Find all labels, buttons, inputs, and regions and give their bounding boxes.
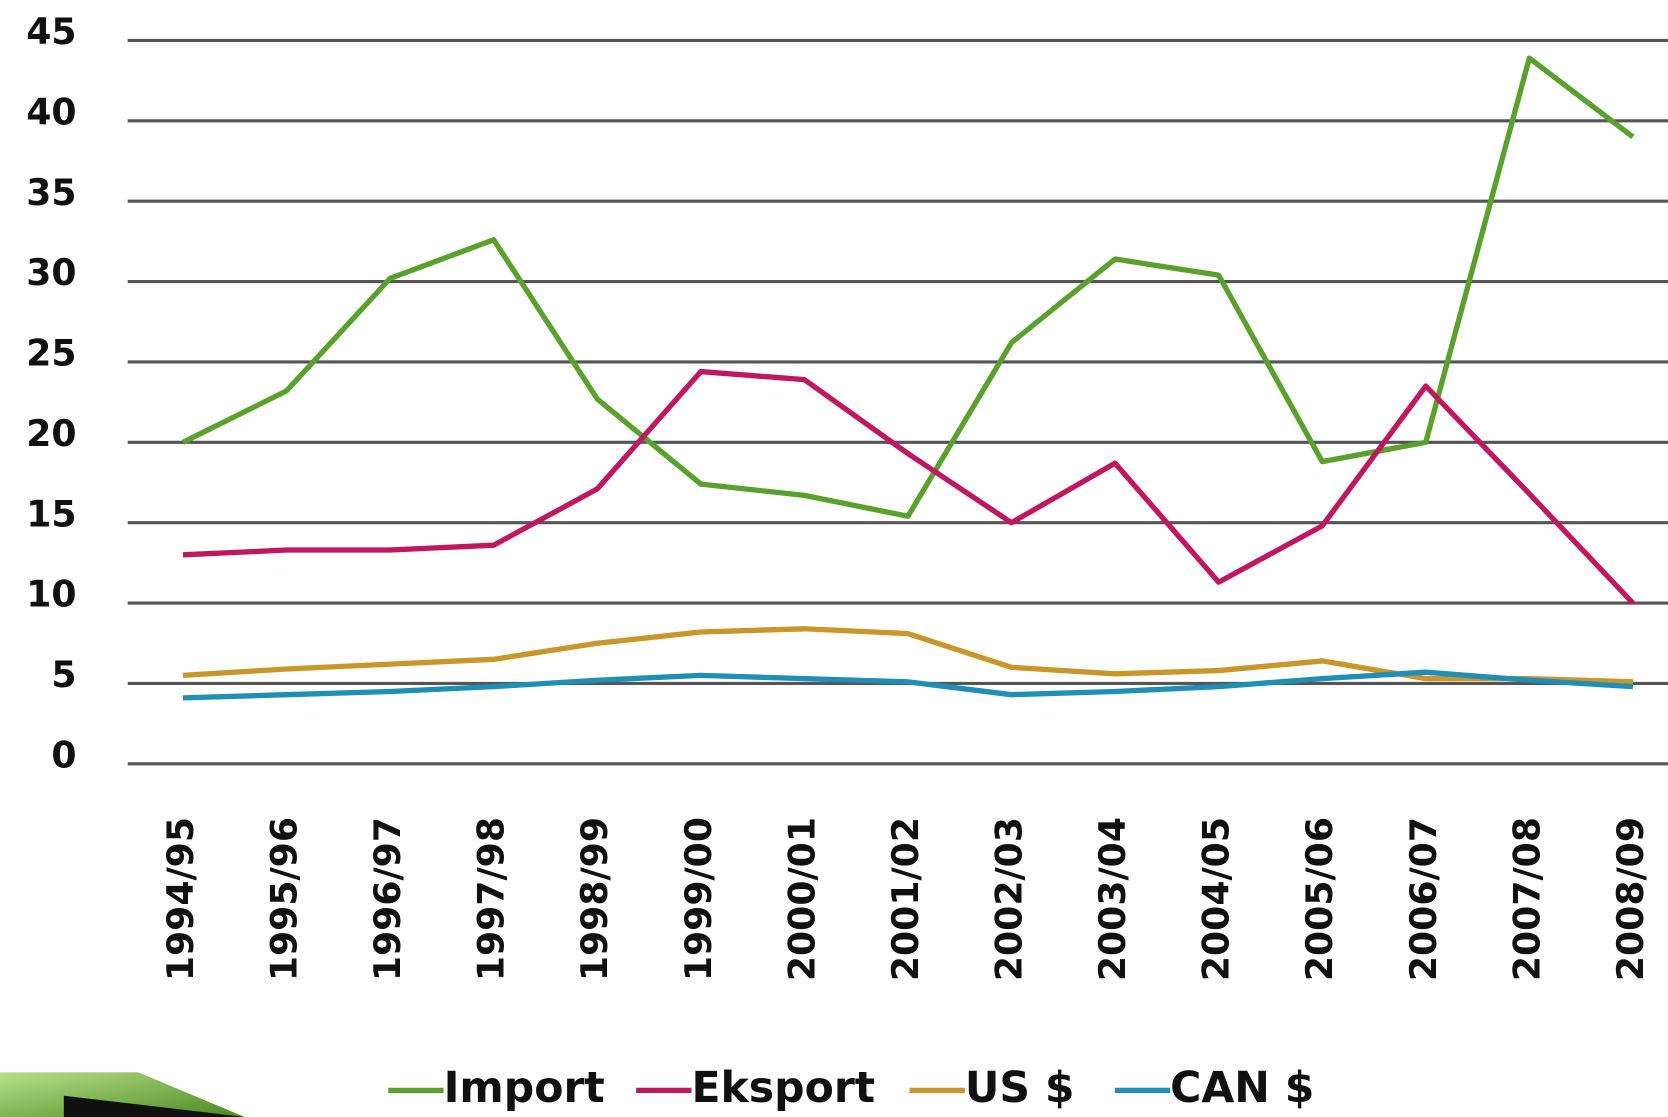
x-tick-label: 1997/98 [470, 817, 513, 981]
x-tick-label: 1994/95 [159, 817, 202, 981]
x-tick-label: 1998/99 [573, 817, 616, 981]
decor-arrow [0, 1072, 245, 1117]
x-tick-label: 1999/00 [677, 817, 720, 981]
y-tick-label: 5 [51, 653, 76, 696]
x-tick-label: 2006/07 [1402, 817, 1445, 981]
decor-arrow-shadow [63, 1095, 245, 1117]
series-line [181, 55, 1635, 519]
y-tick-label: 0 [51, 733, 76, 776]
legend-label: Eksport [691, 1064, 875, 1113]
x-tick-label: 2002/03 [987, 817, 1030, 981]
x-tick-label: 1996/97 [366, 817, 409, 981]
x-tick-label: 2001/02 [884, 817, 927, 981]
y-tick-label: 20 [26, 412, 76, 455]
x-tick-label: 2008/09 [1609, 817, 1652, 981]
legend-label: CAN $ [1170, 1064, 1314, 1113]
y-tick-label: 30 [26, 251, 76, 294]
y-tick-label: 10 [26, 573, 76, 616]
y-tick-label: 35 [26, 171, 76, 214]
legend-label: US $ [965, 1064, 1075, 1113]
y-tick-label: 15 [26, 492, 76, 535]
x-tick-label: 1995/96 [263, 817, 306, 981]
x-tick-label: 2003/04 [1091, 817, 1134, 981]
y-tick-label: 25 [26, 332, 76, 375]
series-line [182, 669, 1634, 701]
y-tick-label: 40 [26, 90, 76, 133]
x-tick-label: 2007/08 [1505, 817, 1548, 981]
x-tick-label: 2005/06 [1298, 817, 1341, 981]
x-tick-label: 2004/05 [1195, 817, 1238, 981]
legend-label: Import [444, 1064, 605, 1113]
y-tick-label: 45 [26, 10, 76, 53]
x-tick-label: 2000/01 [780, 817, 823, 981]
series-line [182, 368, 1635, 605]
